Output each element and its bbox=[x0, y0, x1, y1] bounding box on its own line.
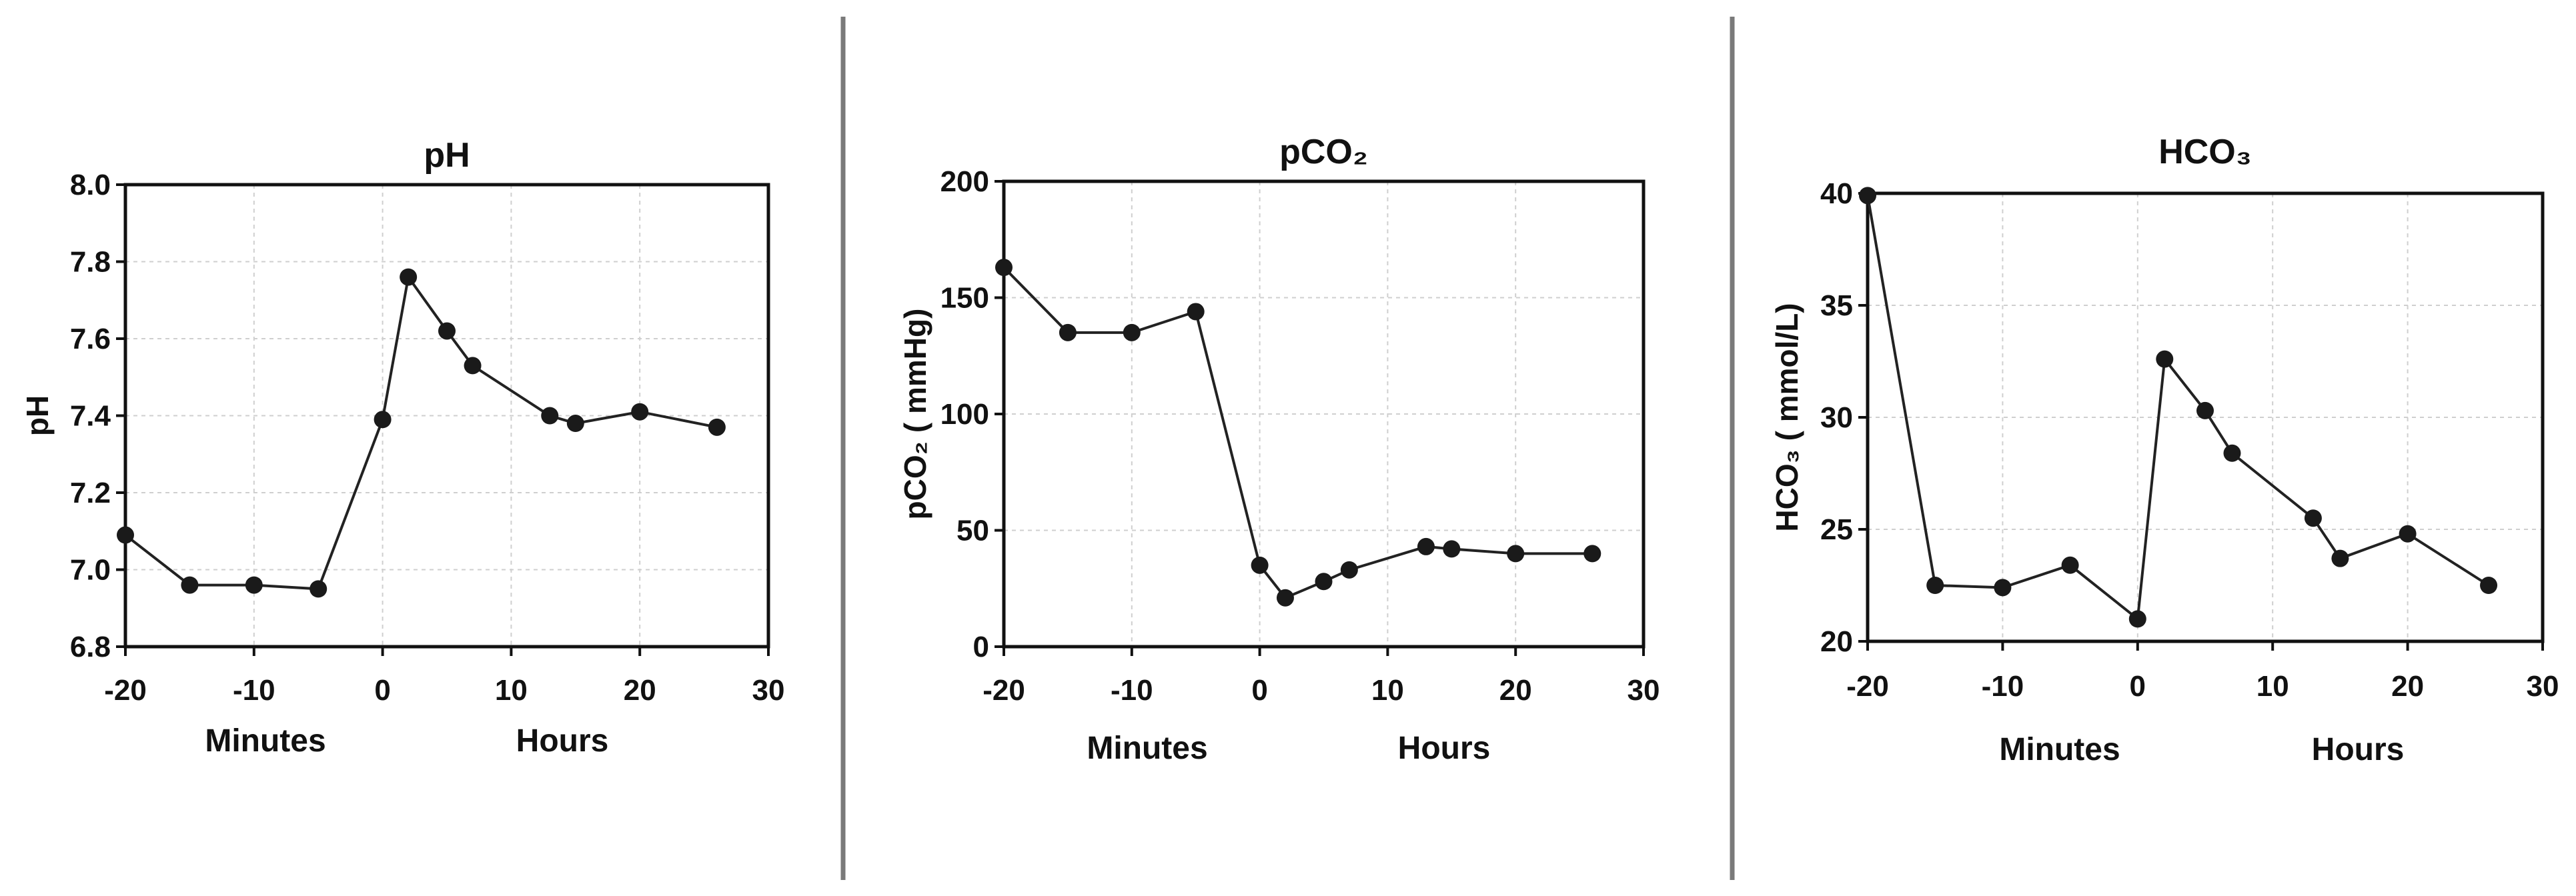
x-sublabel: Minutes bbox=[1087, 731, 1207, 766]
x-tick-label: -10 bbox=[1982, 670, 2024, 703]
y-tick-label: 25 bbox=[1820, 513, 1853, 546]
data-point bbox=[464, 357, 482, 375]
y-tick-label: 40 bbox=[1820, 177, 1853, 210]
y-tick-label: 30 bbox=[1820, 401, 1853, 434]
x-tick-label: 30 bbox=[752, 674, 785, 707]
x-tick-label: -20 bbox=[983, 674, 1025, 707]
x-tick-label: 20 bbox=[2391, 670, 2424, 703]
y-tick-label: 20 bbox=[1820, 625, 1853, 658]
x-sublabel: Hours bbox=[1398, 731, 1491, 766]
data-point bbox=[1123, 323, 1141, 341]
data-point bbox=[2128, 610, 2146, 628]
x-tick-label: 20 bbox=[1499, 674, 1532, 707]
x-tick-label: -20 bbox=[1846, 670, 1889, 703]
data-point bbox=[541, 407, 559, 425]
data-point bbox=[1507, 545, 1525, 563]
data-point bbox=[2480, 577, 2498, 594]
data-point bbox=[1276, 589, 1294, 607]
y-tick-label: 6.8 bbox=[70, 631, 111, 663]
data-point bbox=[1315, 573, 1333, 591]
data-point bbox=[2156, 350, 2174, 368]
data-point bbox=[438, 322, 456, 340]
data-point bbox=[309, 580, 328, 598]
y-tick-label: 50 bbox=[956, 515, 989, 547]
chart-panel-2: 0 50 100 150 200 -20 -10 0 10 20 30 Minutes Hours pCO… bbox=[898, 133, 1660, 766]
x-sublabel: Minutes bbox=[1999, 732, 2120, 767]
data-point bbox=[1059, 323, 1077, 341]
data-point bbox=[374, 411, 392, 429]
x-tick-label: 0 bbox=[374, 674, 390, 707]
x-tick-label: 20 bbox=[624, 674, 656, 707]
y-tick-label: 0 bbox=[973, 631, 989, 663]
y-tick-label: 35 bbox=[1820, 289, 1853, 322]
data-point bbox=[1583, 545, 1601, 563]
x-tick-label: 0 bbox=[2130, 670, 2146, 703]
y-tick-label: 7.0 bbox=[70, 554, 111, 587]
data-point bbox=[708, 418, 726, 436]
data-point bbox=[2223, 444, 2241, 462]
data-point bbox=[245, 576, 263, 594]
y-axis-label: pCO₂ ( mmHg) bbox=[898, 309, 932, 520]
x-sublabel: Hours bbox=[516, 723, 609, 759]
y-tick-label: 7.2 bbox=[70, 477, 111, 509]
data-point bbox=[2196, 401, 2214, 419]
data-point bbox=[1251, 556, 1269, 574]
y-tick-label: 8.0 bbox=[70, 169, 111, 201]
x-sublabel: Minutes bbox=[205, 723, 326, 759]
x-tick-label: 30 bbox=[2527, 670, 2559, 703]
data-point bbox=[1926, 577, 1944, 594]
data-point bbox=[1340, 561, 1358, 579]
y-axis-label: pH bbox=[20, 395, 55, 436]
data-point bbox=[1417, 537, 1435, 555]
data-point bbox=[1443, 540, 1461, 558]
data-point bbox=[566, 415, 584, 433]
data-point bbox=[1859, 187, 1876, 205]
data-point bbox=[2304, 509, 2322, 527]
data-point bbox=[400, 268, 418, 286]
chart-panel-3: 20 25 30 35 40 -20 -10 0 10 20 30 Minutes Hours HCO₃ H… bbox=[1770, 133, 2559, 767]
y-tick-label: 200 bbox=[940, 165, 989, 198]
chart-title: pH bbox=[424, 136, 470, 175]
y-tick-label: 150 bbox=[940, 282, 989, 315]
series-line bbox=[124, 273, 718, 591]
data-point bbox=[1187, 303, 1205, 321]
data-point bbox=[995, 259, 1013, 277]
x-tick-label: -10 bbox=[1111, 674, 1153, 707]
x-tick-label: -20 bbox=[104, 674, 147, 707]
x-tick-label: 10 bbox=[1371, 674, 1404, 707]
x-tick-label: 30 bbox=[1628, 674, 1660, 707]
x-sublabel: Hours bbox=[2312, 732, 2405, 767]
y-tick-label: 7.8 bbox=[70, 246, 111, 279]
data-point bbox=[631, 403, 649, 421]
series-line bbox=[1003, 266, 1593, 600]
series-line bbox=[1866, 195, 2490, 622]
data-point bbox=[2399, 525, 2417, 543]
data-point bbox=[117, 526, 134, 544]
data-point bbox=[1994, 579, 2012, 597]
x-tick-label: 10 bbox=[2257, 670, 2289, 703]
x-tick-label: 0 bbox=[1251, 674, 1267, 707]
x-tick-label: 10 bbox=[495, 674, 528, 707]
x-tick-label: -10 bbox=[233, 674, 275, 707]
data-point bbox=[181, 576, 199, 594]
chart-panel-1: 6.8 7.0 7.2 7.4 7.6 7.8 8.0 -20 -10 0 10 20 30 Minute… bbox=[20, 136, 784, 759]
y-tick-label: 7.6 bbox=[70, 323, 111, 355]
data-point bbox=[2331, 549, 2349, 567]
y-axis-label: HCO₃ ( mmol/L) bbox=[1770, 303, 1804, 531]
y-tick-label: 7.4 bbox=[70, 400, 111, 433]
chart-title: HCO₃ bbox=[2158, 133, 2252, 171]
y-tick-label: 100 bbox=[940, 398, 989, 431]
chart-title: pCO₂ bbox=[1279, 133, 1368, 171]
data-point bbox=[2061, 556, 2079, 574]
